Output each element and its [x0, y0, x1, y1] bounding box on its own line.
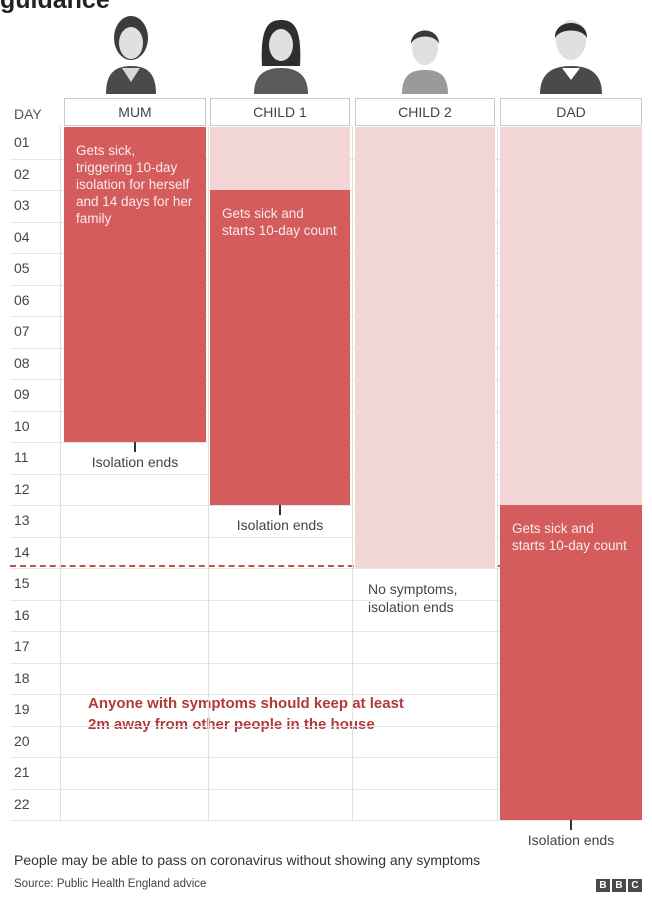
row-line [10, 757, 642, 758]
day-label: 16 [14, 606, 30, 623]
day-label: 03 [14, 197, 30, 213]
logo-letter-b2: B [612, 879, 626, 892]
day-label: 13 [14, 512, 30, 528]
day-label: 15 [14, 575, 30, 591]
day-label: 06 [14, 291, 30, 308]
row-line [10, 631, 642, 632]
row-line [10, 694, 642, 695]
mum-avatar-icon [106, 16, 156, 94]
footnote: People may be able to pass on coronaviru… [14, 852, 481, 868]
isolation-end-label: Isolation ends [236, 517, 324, 533]
day-label: 17 [14, 638, 30, 654]
day-label: 21 [14, 764, 30, 780]
day-label: 11 [14, 449, 29, 465]
source-note: Source: Public Health England advice [14, 878, 207, 890]
row-line [10, 568, 642, 569]
column-header-dad: DAD [500, 98, 642, 126]
column-separator [208, 126, 209, 820]
isolation-end-label: Isolation ends [527, 832, 615, 848]
day-label: 09 [14, 386, 30, 402]
day-label: 08 [14, 354, 30, 371]
day-label: 10 [14, 417, 30, 434]
day-14-dashed-line [10, 565, 642, 567]
isolation-end-tick [134, 442, 136, 452]
day-label: 14 [14, 543, 30, 560]
sick-isolation-bar [64, 127, 206, 442]
day-label: 01 [14, 134, 30, 150]
row-line [10, 788, 642, 790]
row-line [10, 505, 642, 506]
logo-letter-b1: B [596, 879, 610, 892]
day-label: 20 [14, 732, 30, 749]
day-label: 12 [14, 480, 30, 497]
column-header-child1: CHILD 1 [210, 98, 350, 126]
row-line [10, 662, 642, 664]
day-label: 02 [14, 165, 30, 182]
sick-isolation-bar [210, 190, 350, 505]
isolation-end-label: Isolation ends [91, 454, 179, 470]
row-line [10, 820, 642, 821]
column-separator [352, 126, 353, 820]
child1-avatar-icon [254, 20, 308, 94]
day-label: 18 [14, 669, 30, 686]
isolation-end-tick [570, 820, 572, 830]
sick-bar-label: Gets sick, triggering 10-day isolation f… [76, 143, 193, 226]
household-isolation-bar [355, 127, 495, 568]
dad-avatar-icon [540, 20, 602, 94]
day-label: 04 [14, 228, 30, 245]
sick-bar-label: Gets sick and starts 10-day count [222, 206, 337, 238]
isolation-end-tick [279, 505, 281, 515]
advice-text: Anyone with symptoms should keep at leas… [88, 695, 404, 733]
day-label: 19 [14, 701, 30, 717]
day-label: 05 [14, 260, 30, 276]
child2-avatar-icon [402, 30, 448, 94]
day-label: 22 [14, 795, 30, 812]
column-separator [497, 126, 498, 820]
column-separator [60, 126, 61, 820]
day-axis-header: DAY [14, 106, 42, 122]
bbc-logo: B B C [596, 879, 642, 892]
logo-letter-c: C [628, 879, 642, 892]
household-isolation-bar [500, 127, 642, 505]
isolation-end-label: No symptoms, isolation ends [368, 581, 458, 615]
chart-title: guidance [0, 0, 110, 14]
sick-bar-label: Gets sick and starts 10-day count [512, 521, 627, 553]
row-line [10, 536, 642, 538]
row-line [10, 599, 642, 601]
column-header-child2: CHILD 2 [355, 98, 495, 126]
sick-isolation-bar [500, 505, 642, 820]
household-isolation-bar [210, 127, 350, 190]
column-header-mum: MUM [64, 98, 206, 126]
row-line [10, 725, 642, 727]
day-label: 07 [14, 323, 30, 339]
